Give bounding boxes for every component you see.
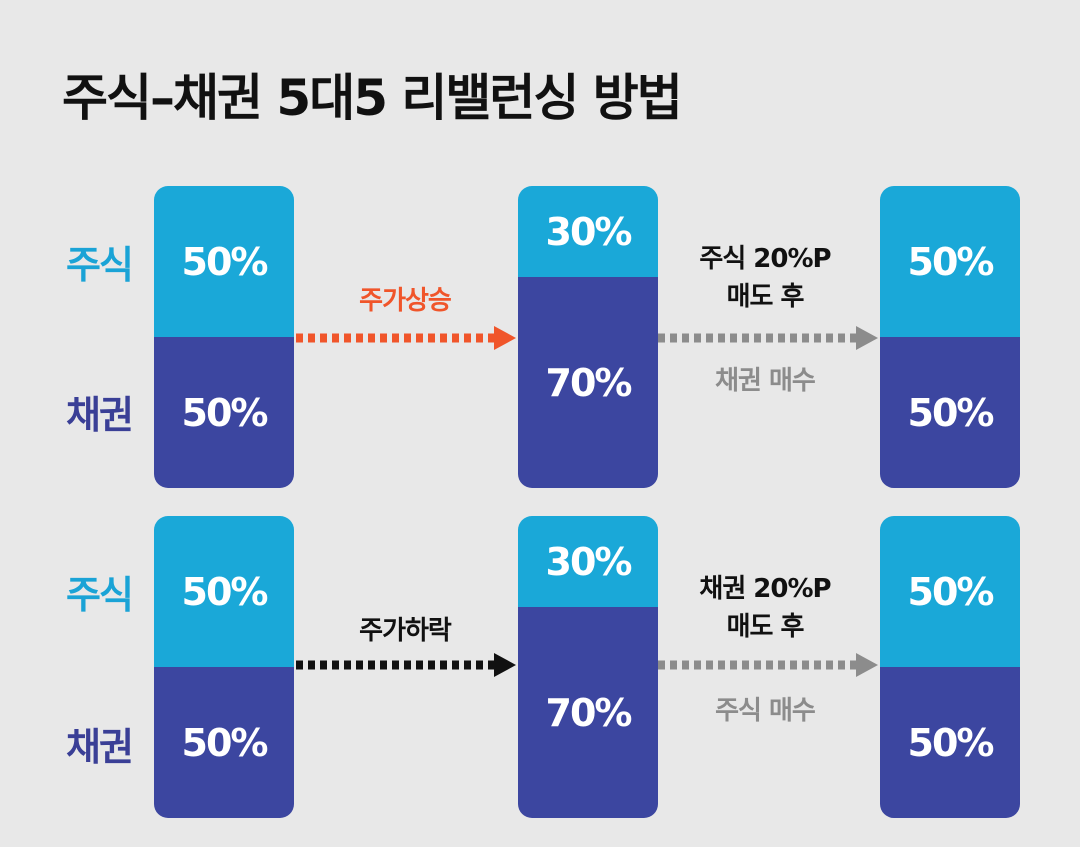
- row2-before-bar: 50% 50%: [154, 516, 294, 818]
- row2-action-line2: 매도 후: [726, 612, 805, 642]
- row2-bond-label: 채권: [66, 725, 134, 769]
- row2-result-stock-segment: 50%: [880, 516, 1020, 667]
- row2-action-line1: 채권 20%P: [699, 574, 831, 604]
- row2-action-sub: 주식 매수: [715, 696, 816, 726]
- row1-rebalance-arrow: [658, 326, 878, 350]
- row1-action-sub: 채권 매수: [715, 366, 816, 396]
- row2-event-arrow: [296, 653, 516, 677]
- row2-after-event-stock-segment: 30%: [518, 516, 658, 607]
- row2-result-bar: 50% 50%: [880, 516, 1020, 818]
- row1-after-event-bar: 30% 70%: [518, 186, 658, 488]
- row1-result-stock-segment: 50%: [880, 186, 1020, 337]
- row2-action-text: 채권 20%P 매도 후: [660, 570, 870, 646]
- row2-after-event-bar: 30% 70%: [518, 516, 658, 818]
- row1-action-line1: 주식 20%P: [699, 244, 831, 274]
- row1-stock-label: 주식: [66, 243, 134, 287]
- page-title: 주식–채권 5대5 리밸런싱 방법: [62, 69, 683, 127]
- row2-before-bond-segment: 50%: [154, 667, 294, 818]
- row1-bond-label: 채권: [66, 393, 134, 437]
- row1-action-line2: 매도 후: [726, 282, 805, 312]
- row2-after-event-bond-segment: 70%: [518, 607, 658, 818]
- row1-result-bar: 50% 50%: [880, 186, 1020, 488]
- row1-after-event-stock-segment: 30%: [518, 186, 658, 277]
- row1-event-label: 주가상승: [359, 286, 452, 316]
- row2-rebalance-arrow: [658, 653, 878, 677]
- row2-result-bond-segment: 50%: [880, 667, 1020, 818]
- row1-after-event-bond-segment: 70%: [518, 277, 658, 488]
- row2-before-stock-segment: 50%: [154, 516, 294, 667]
- row1-result-bond-segment: 50%: [880, 337, 1020, 488]
- row1-before-bond-segment: 50%: [154, 337, 294, 488]
- row1-event-arrow: [296, 326, 516, 350]
- row1-before-bar: 50% 50%: [154, 186, 294, 488]
- row2-stock-label: 주식: [66, 573, 134, 617]
- row2-event-label: 주가하락: [359, 616, 452, 646]
- row1-action-text: 주식 20%P 매도 후: [660, 240, 870, 316]
- row1-before-stock-segment: 50%: [154, 186, 294, 337]
